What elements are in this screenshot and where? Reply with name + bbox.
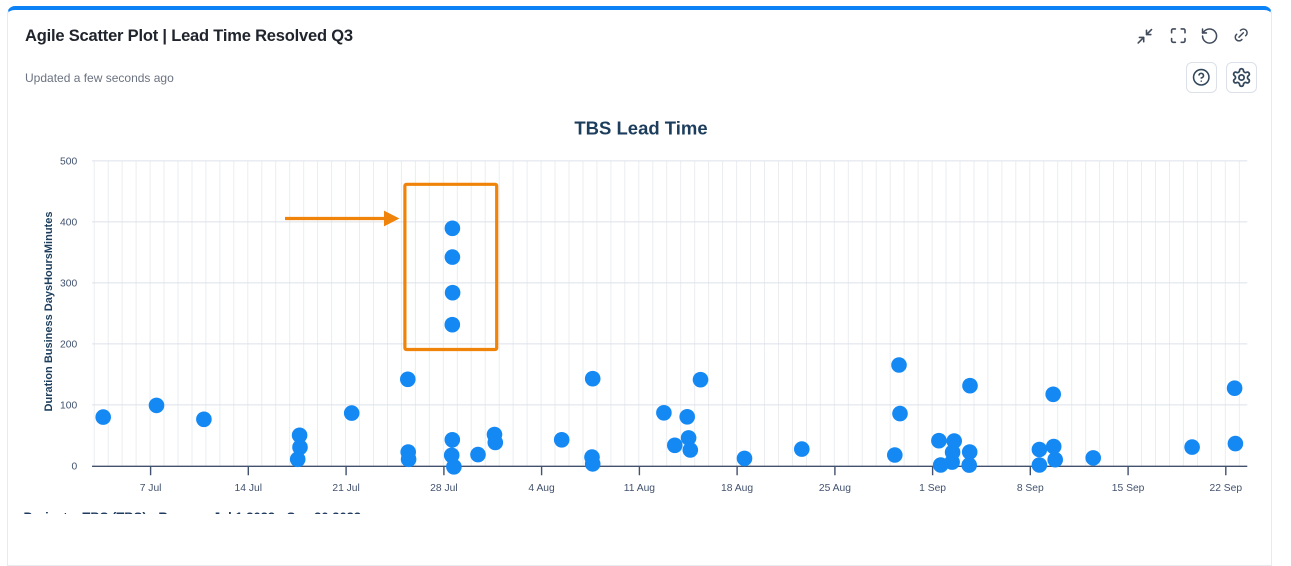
svg-text:25 Aug: 25 Aug <box>819 483 851 494</box>
svg-text:18 Aug: 18 Aug <box>721 483 753 494</box>
svg-text:15 Sep: 15 Sep <box>1112 483 1145 494</box>
svg-text:14 Jul: 14 Jul <box>235 483 262 494</box>
svg-text:500: 500 <box>60 156 77 167</box>
svg-text:100: 100 <box>60 400 77 411</box>
svg-text:4 Aug: 4 Aug <box>528 483 555 494</box>
svg-text:21 Jul: 21 Jul <box>332 483 359 494</box>
svg-text:Duration Business DaysHoursMin: Duration Business DaysHoursMinutes <box>43 212 55 412</box>
svg-text:28 Jul: 28 Jul <box>430 483 457 494</box>
svg-text:8 Sep: 8 Sep <box>1017 483 1044 494</box>
svg-text:300: 300 <box>60 278 77 289</box>
svg-text:11 Aug: 11 Aug <box>624 483 656 494</box>
svg-text:400: 400 <box>60 217 77 228</box>
svg-text:TBS Lead Time: TBS Lead Time <box>574 117 707 138</box>
svg-text:22 Sep: 22 Sep <box>1209 483 1242 494</box>
svg-text:0: 0 <box>71 461 77 472</box>
svg-text:200: 200 <box>60 339 77 350</box>
svg-text:7 Jul: 7 Jul <box>140 483 162 494</box>
svg-text:1 Sep: 1 Sep <box>919 483 946 494</box>
svg-text:Project = TBS (TBS) • Range =: Project = TBS (TBS) • Range = Jul 1 2023… <box>24 509 362 514</box>
